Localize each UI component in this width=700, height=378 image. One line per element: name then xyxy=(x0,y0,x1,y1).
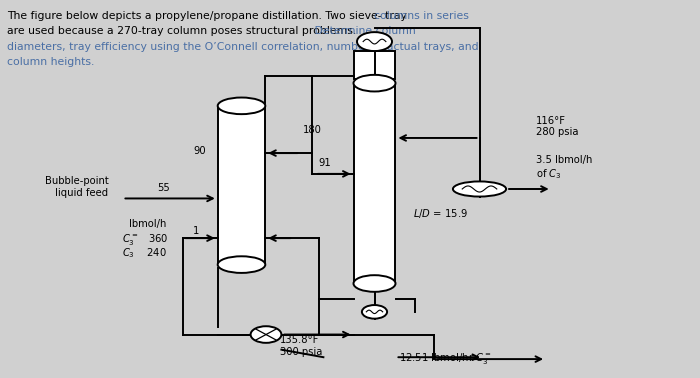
Ellipse shape xyxy=(218,98,265,114)
Text: 135.8°F: 135.8°F xyxy=(280,335,319,344)
Text: diameters, tray efficiency using the O’Connell correlation, number of actual tra: diameters, tray efficiency using the O’C… xyxy=(7,42,479,51)
Circle shape xyxy=(357,32,392,51)
Text: 180: 180 xyxy=(303,125,322,135)
Ellipse shape xyxy=(218,256,265,273)
Text: Bubble-point
liquid feed: Bubble-point liquid feed xyxy=(45,176,108,198)
Text: 1: 1 xyxy=(193,226,199,235)
Text: $C_3^=$   360: $C_3^=$ 360 xyxy=(122,232,169,248)
Ellipse shape xyxy=(354,75,395,91)
Ellipse shape xyxy=(354,275,395,292)
Text: lbmol/h: lbmol/h xyxy=(130,219,167,229)
Text: $L/D$ = 15.9: $L/D$ = 15.9 xyxy=(413,207,468,220)
Circle shape xyxy=(251,326,281,343)
Text: 55: 55 xyxy=(158,183,170,193)
Text: Determine column: Determine column xyxy=(311,26,416,36)
Text: 12.51 lbmol/hr $C_3^=$: 12.51 lbmol/hr $C_3^=$ xyxy=(399,351,492,366)
Text: 116°F
280 psia: 116°F 280 psia xyxy=(536,116,578,138)
Text: 90: 90 xyxy=(194,146,206,156)
Text: 300 psia: 300 psia xyxy=(280,347,323,357)
Bar xyxy=(218,106,265,265)
Text: column heights.: column heights. xyxy=(7,57,94,67)
Bar xyxy=(354,83,395,284)
Text: columns in series: columns in series xyxy=(374,11,470,21)
Ellipse shape xyxy=(453,181,506,197)
Bar xyxy=(354,51,395,79)
Text: $C_3$    240: $C_3$ 240 xyxy=(122,246,167,260)
Text: 91: 91 xyxy=(318,158,331,168)
Text: are used because a 270-tray column poses structural problems.: are used because a 270-tray column poses… xyxy=(7,26,356,36)
Circle shape xyxy=(362,305,387,319)
Text: The figure below depicts a propylene/propane distillation. Two sieve- tray: The figure below depicts a propylene/pro… xyxy=(7,11,410,21)
Text: 3.5 lbmol/h
of $C_3$: 3.5 lbmol/h of $C_3$ xyxy=(536,155,592,181)
